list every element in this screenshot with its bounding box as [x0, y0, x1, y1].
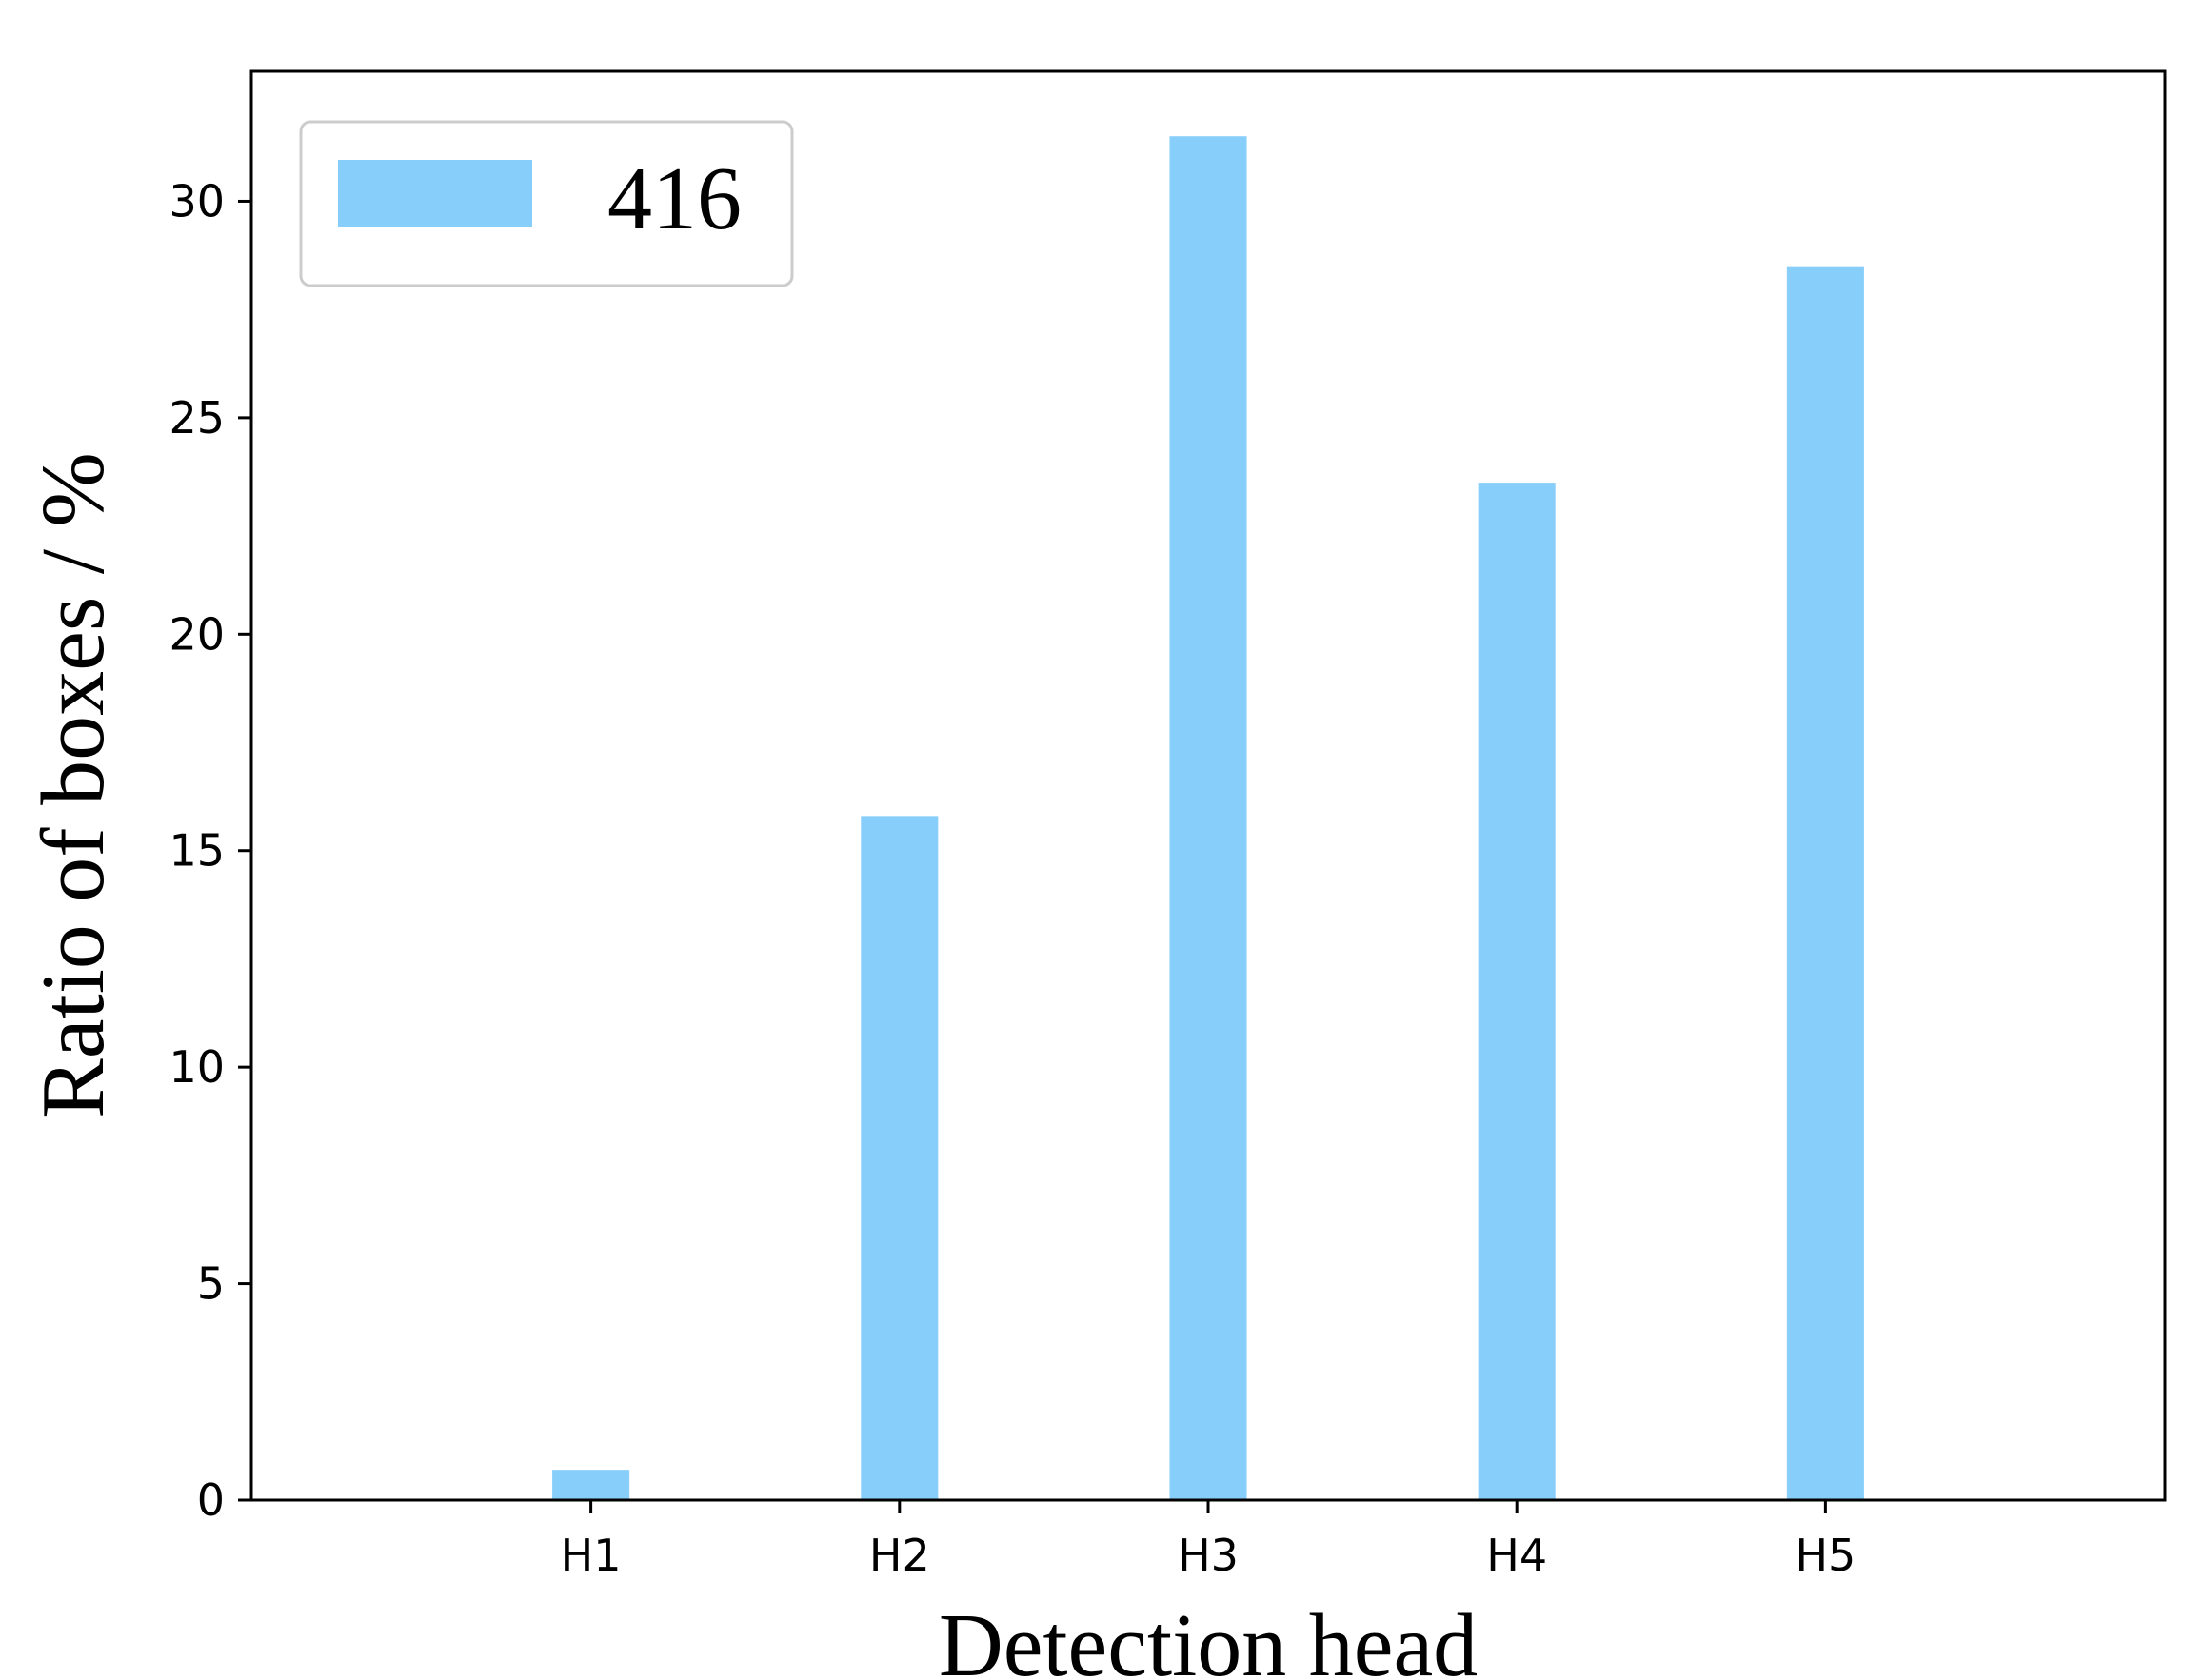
y-tick-label: 10: [169, 1041, 225, 1093]
y-tick-label: 20: [169, 608, 225, 660]
x-tick-label-h3: H3: [1178, 1530, 1239, 1581]
x-tick-label-h4: H4: [1486, 1530, 1547, 1581]
y-tick-label: 0: [197, 1474, 225, 1526]
x-tick-label-h1: H1: [561, 1530, 622, 1581]
legend: 416: [299, 120, 794, 287]
x-axis-ticks: H1 H2 H3 H4 H5: [561, 1500, 1856, 1581]
bar-h5: [1786, 266, 1864, 1500]
legend-swatch: [338, 160, 532, 227]
y-tick-label: 5: [197, 1258, 225, 1310]
bar-h1: [552, 1470, 630, 1500]
bar-h4: [1478, 483, 1556, 1500]
bar-h3: [1169, 136, 1247, 1500]
x-tick-label-h5: H5: [1795, 1530, 1856, 1581]
bars-layer: [552, 136, 1864, 1500]
y-axis-title: Ratio of boxes / %: [24, 452, 123, 1118]
y-axis-ticks: 0 5 10 15 20 25 30: [169, 175, 251, 1526]
y-tick-label: 25: [169, 392, 225, 444]
y-tick-label: 30: [169, 175, 225, 227]
x-tick-label-h2: H2: [869, 1530, 930, 1581]
legend-label-416: 416: [607, 149, 742, 248]
y-tick-label: 15: [169, 825, 225, 877]
x-axis-title: Detection head: [939, 1596, 1478, 1680]
bar-h2: [861, 816, 939, 1500]
